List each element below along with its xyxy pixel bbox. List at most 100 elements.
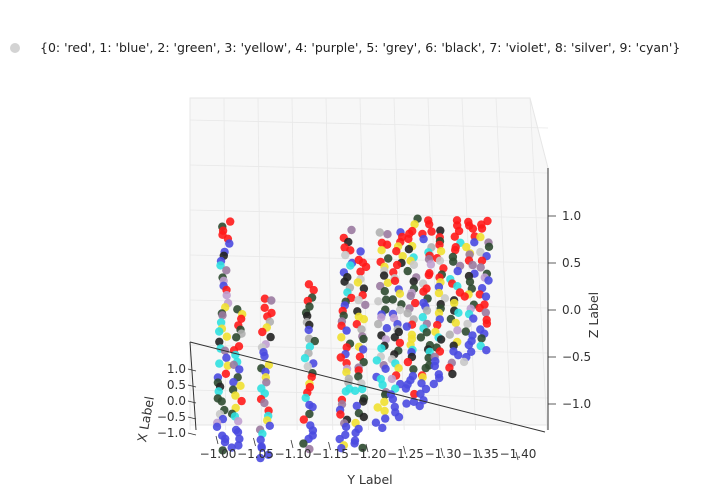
data-point	[394, 364, 403, 373]
data-point	[229, 378, 238, 387]
data-point	[256, 435, 265, 444]
data-point	[425, 220, 434, 229]
y-tick	[215, 435, 219, 445]
data-point	[218, 311, 227, 320]
data-point	[482, 346, 491, 355]
data-point	[445, 330, 454, 339]
data-point	[404, 245, 414, 254]
data-point	[430, 361, 439, 371]
data-point	[303, 311, 312, 321]
data-point	[401, 384, 411, 393]
data-point	[468, 260, 477, 270]
data-point	[483, 216, 492, 226]
data-point	[463, 319, 472, 329]
data-point	[237, 314, 246, 323]
y-tick-label: −1.15	[312, 447, 349, 461]
data-point	[304, 325, 313, 335]
z-tick-label: −1.0	[562, 397, 591, 411]
y-tick-label: −1.25	[387, 447, 424, 461]
data-point	[264, 450, 273, 459]
data-point	[257, 443, 266, 452]
data-point	[426, 260, 436, 269]
data-point	[475, 303, 484, 313]
data-point	[260, 398, 269, 408]
data-point	[342, 368, 351, 377]
data-point	[416, 333, 426, 342]
data-point	[383, 230, 392, 239]
grid-line	[189, 164, 549, 174]
y-axis-line	[189, 341, 546, 433]
data-point	[216, 261, 225, 270]
y-tick	[290, 439, 294, 449]
data-point	[395, 305, 405, 315]
legend: {0: 'red', 1: 'blue', 2: 'green', 3: 'ye…	[10, 40, 680, 55]
y-tick	[478, 449, 481, 459]
x-tick	[187, 416, 197, 420]
data-point	[232, 333, 241, 342]
data-point	[391, 384, 400, 393]
data-point	[453, 266, 462, 276]
y-tick-label: −1.40	[500, 447, 537, 461]
data-point	[235, 434, 244, 444]
data-point	[453, 282, 462, 291]
x-tick-label: −1.0	[157, 426, 186, 440]
data-point	[381, 364, 390, 373]
data-point	[459, 357, 469, 367]
z-tick-label: 1.0	[562, 209, 581, 223]
data-point	[361, 262, 371, 272]
x-axis-label: X Label	[134, 395, 157, 443]
data-point	[212, 422, 222, 431]
x-tick-label: 0.5	[167, 378, 186, 392]
data-point	[354, 366, 363, 375]
data-point	[418, 313, 427, 322]
data-point	[356, 247, 365, 256]
data-point	[340, 277, 349, 286]
data-point	[450, 298, 459, 308]
data-point	[221, 303, 230, 312]
x-tick	[187, 368, 197, 372]
data-point	[229, 360, 238, 369]
data-point	[371, 418, 381, 427]
data-point	[352, 401, 361, 411]
data-point	[435, 347, 445, 356]
y-tick	[253, 437, 256, 447]
data-point	[451, 318, 460, 328]
data-point	[256, 453, 265, 463]
data-point	[476, 263, 485, 272]
data-point	[402, 399, 411, 408]
data-point	[373, 403, 382, 412]
data-point	[450, 232, 459, 241]
data-point	[218, 446, 227, 455]
data-point	[404, 234, 413, 244]
data-point	[477, 224, 487, 233]
data-point	[465, 277, 475, 286]
data-point	[378, 423, 387, 433]
data-point	[267, 296, 276, 305]
data-point	[410, 220, 419, 229]
data-point	[309, 285, 318, 295]
data-point	[215, 327, 224, 336]
data-point	[358, 443, 367, 453]
data-point	[435, 373, 444, 383]
x-tick-label: 0.0	[167, 394, 186, 408]
data-point	[307, 372, 316, 382]
data-point	[346, 261, 355, 270]
data-point	[299, 439, 308, 448]
data-point	[357, 325, 366, 334]
data-point	[395, 338, 405, 348]
data-point	[354, 372, 363, 381]
data-point	[445, 363, 454, 372]
x-tick-label: −0.5	[157, 410, 186, 424]
data-point	[467, 347, 476, 356]
data-point	[231, 391, 240, 400]
data-point	[359, 397, 368, 406]
data-point	[304, 280, 314, 289]
data-point	[415, 401, 424, 411]
data-point	[416, 389, 425, 398]
data-point	[374, 319, 383, 329]
data-point	[308, 402, 317, 412]
data-point	[305, 342, 315, 351]
data-point	[476, 247, 485, 257]
data-point	[336, 353, 345, 362]
data-point	[421, 384, 431, 394]
